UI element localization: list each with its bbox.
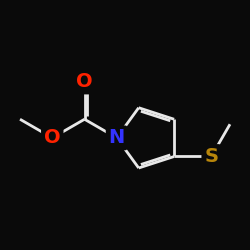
Text: O: O bbox=[76, 72, 93, 92]
Text: S: S bbox=[204, 147, 218, 166]
Text: O: O bbox=[44, 128, 60, 147]
Text: N: N bbox=[109, 128, 125, 147]
